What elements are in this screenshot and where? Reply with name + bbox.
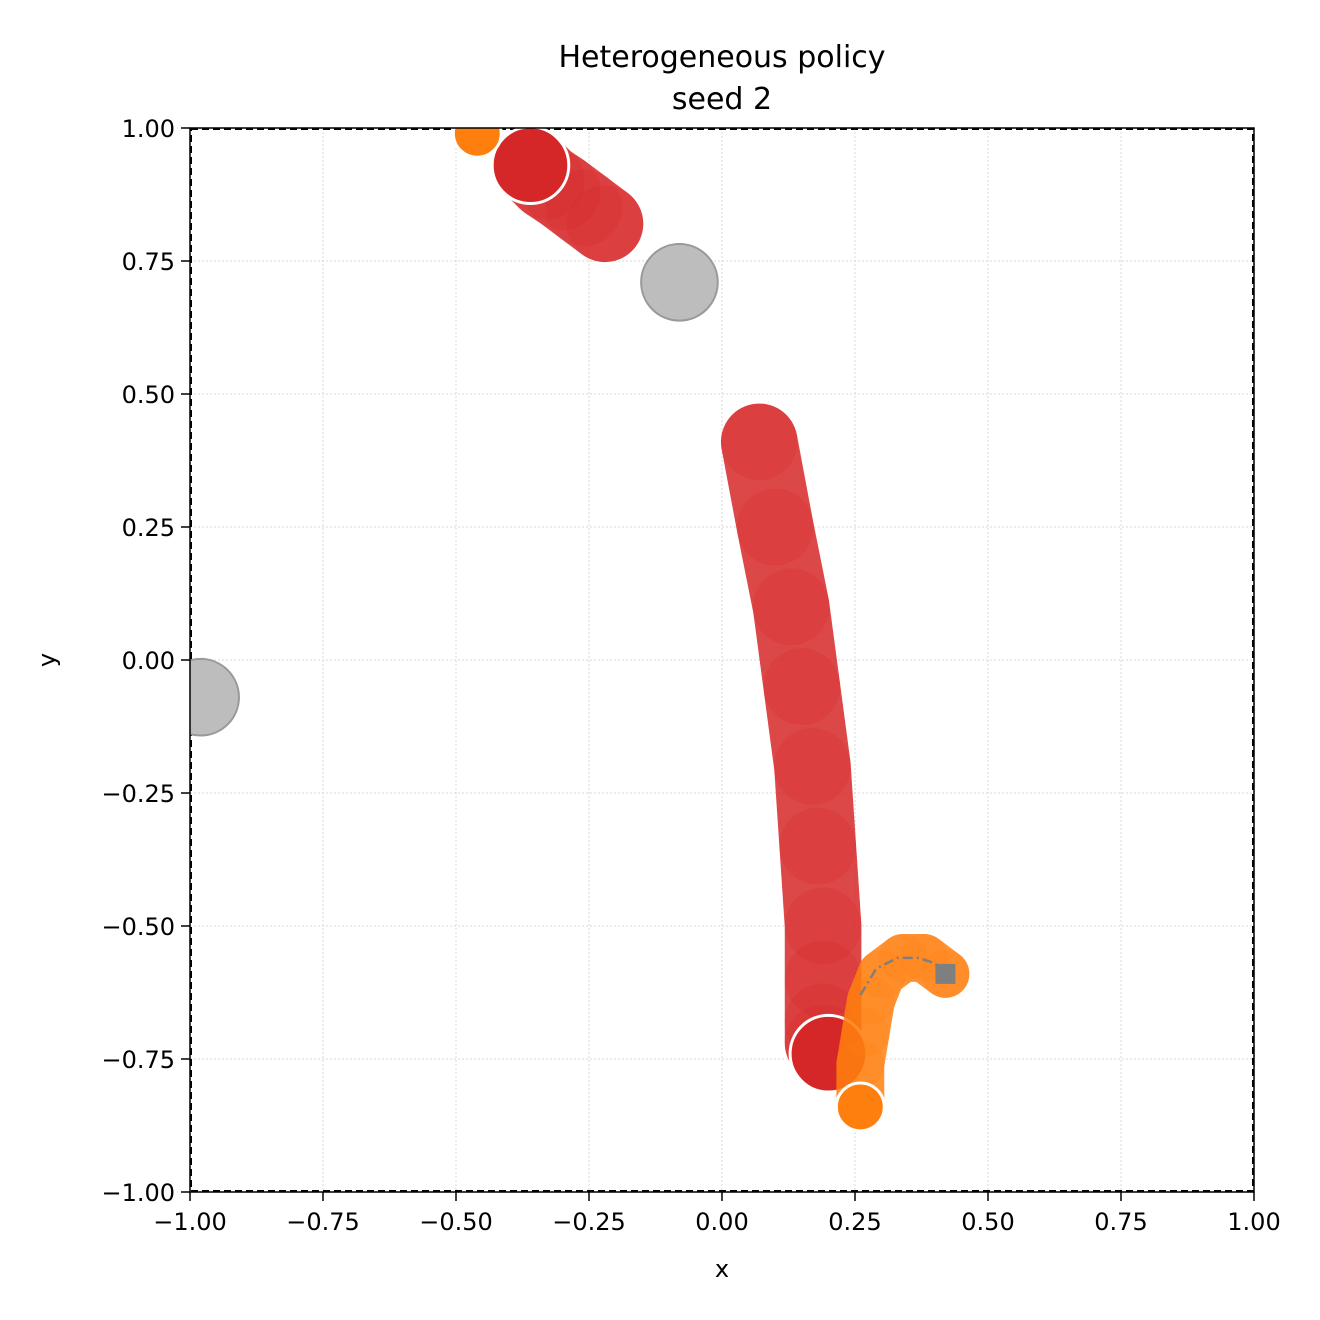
plot-area bbox=[190, 128, 1254, 1192]
trail-point bbox=[736, 488, 814, 566]
x-tick-label: 0.50 bbox=[961, 1208, 1014, 1236]
trail-point bbox=[847, 976, 895, 1025]
trail-point bbox=[836, 1040, 885, 1089]
chart-title: Heterogeneous policy bbox=[558, 40, 885, 75]
trail-point bbox=[763, 648, 841, 725]
y-tick-label: −1.00 bbox=[101, 1179, 175, 1207]
obstacle bbox=[190, 657, 240, 737]
y-axis-label: y bbox=[33, 653, 61, 667]
y-tick-label: 0.75 bbox=[122, 248, 175, 276]
y-tick-label: 0.50 bbox=[122, 381, 175, 409]
axis-ticks: −1.00−1.00 −0.75 −0.75 −0.50 −0.50 −0.25 −0.25… bbox=[101, 115, 1280, 1236]
trail-point bbox=[752, 568, 830, 646]
x-axis-label: x bbox=[715, 1255, 729, 1283]
x-tick-label: −0.25 bbox=[552, 1208, 626, 1236]
trail-point bbox=[774, 728, 851, 805]
x-tick-label: 0.75 bbox=[1094, 1208, 1147, 1236]
x-tick-label: −0.50 bbox=[419, 1208, 493, 1236]
agent-position bbox=[451, 128, 503, 159]
goal-marker bbox=[935, 963, 956, 984]
arena-boundary bbox=[190, 128, 1254, 1192]
agent-position bbox=[490, 128, 571, 206]
trail-point bbox=[857, 949, 906, 998]
trail-point bbox=[566, 185, 644, 263]
x-tick-label: −0.75 bbox=[286, 1208, 360, 1236]
agent-trail bbox=[836, 933, 970, 1131]
y-tick-label: −0.75 bbox=[101, 1046, 175, 1074]
grid bbox=[189, 127, 1255, 1193]
y-tick-label: −0.50 bbox=[101, 913, 175, 941]
trail-point bbox=[720, 403, 798, 481]
chart-subtitle: seed 2 bbox=[672, 82, 772, 117]
trail-point bbox=[841, 1008, 890, 1057]
y-tick-label: 0.25 bbox=[122, 514, 175, 542]
agent-position bbox=[834, 1081, 886, 1133]
trail-point bbox=[779, 807, 857, 885]
y-tick-label: 1.00 bbox=[122, 115, 175, 143]
y-tick-label: 0.00 bbox=[122, 647, 175, 675]
x-tick-label: 1.00 bbox=[1227, 1208, 1280, 1236]
trail-point bbox=[545, 169, 622, 247]
x-tick-label: 0.00 bbox=[695, 1208, 748, 1236]
y-tick-label: −0.25 bbox=[101, 780, 175, 808]
x-tick-label: −1.00 bbox=[153, 1208, 227, 1236]
trail-point bbox=[784, 887, 862, 965]
obstacle bbox=[640, 242, 719, 322]
trail-point bbox=[784, 940, 862, 1018]
x-tick-label: 0.25 bbox=[828, 1208, 881, 1236]
